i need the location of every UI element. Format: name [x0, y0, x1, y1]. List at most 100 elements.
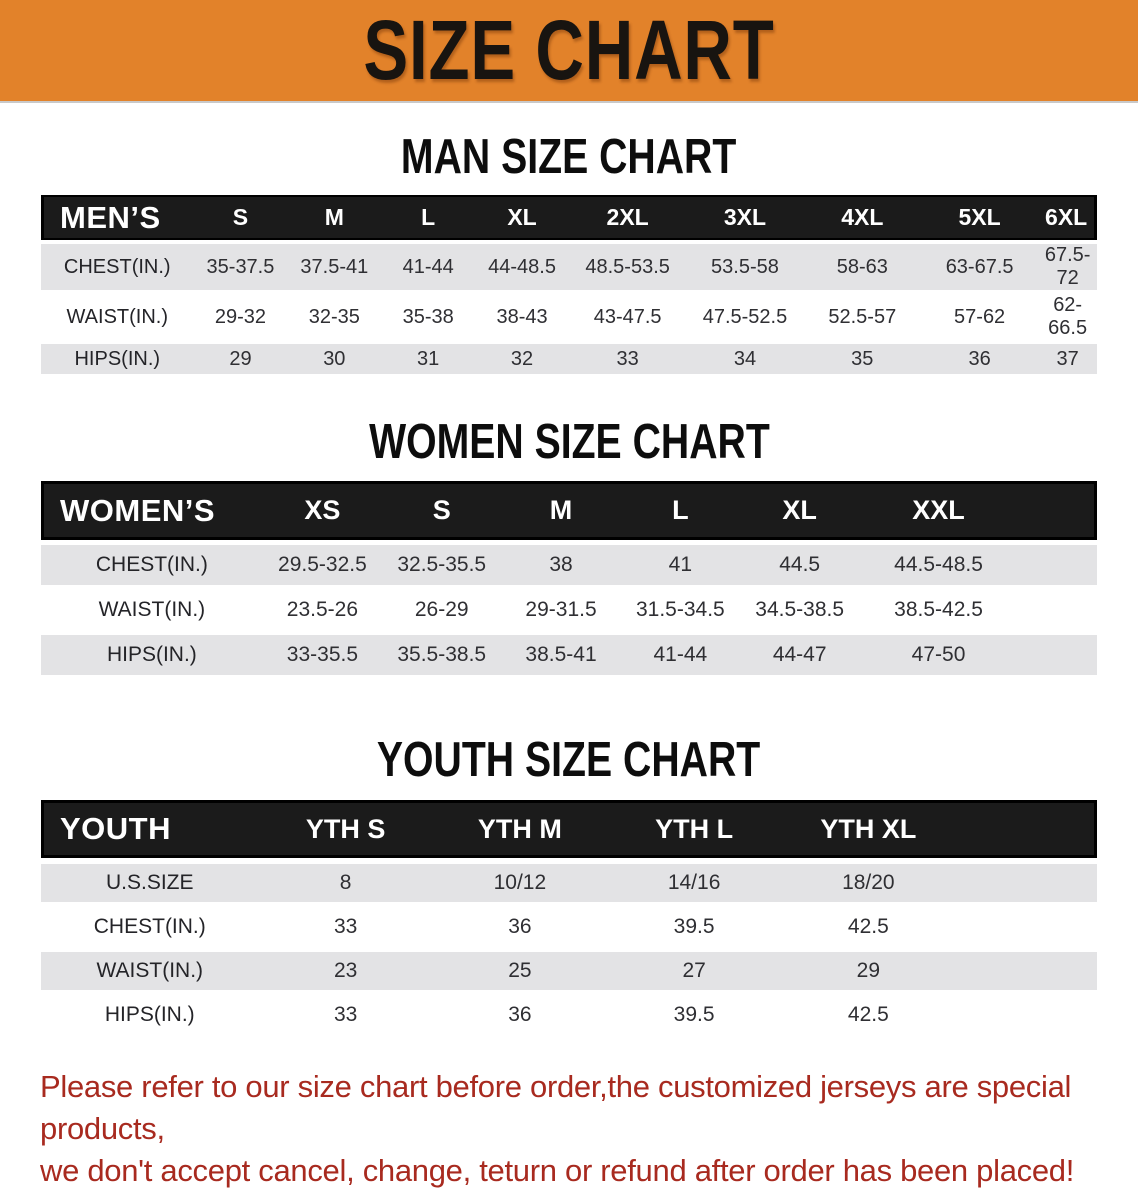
youth-size-value-cell: 36	[508, 1003, 532, 1026]
women-header-spacer	[1017, 481, 1097, 540]
youth-measure-row: CHEST(IN.) 33 36 39.5 42.5	[41, 908, 1097, 946]
youth-measure-row-label: U.S.SIZE	[41, 864, 259, 902]
men-group-label: MEN’S	[41, 195, 194, 240]
men-size-value-cell: 67.5-72	[1038, 244, 1097, 290]
youth-size-column-header: YTH M	[432, 800, 607, 858]
women-size-table: WOMEN’S XS S M L XL XXL CHEST(IN.) 29.5-32.5 32.5…	[41, 476, 1097, 680]
men-size-value-cell: 33	[568, 344, 687, 374]
youth-size-value-cell: 42.5	[847, 1003, 889, 1026]
youth-size-value-cell: 42.5	[847, 915, 889, 938]
youth-size-value-cell: 33	[333, 1003, 358, 1026]
women-size-column-header: M	[501, 481, 621, 540]
women-measure-row: WAIST(IN.) 23.5-26 26-29 29-31.5 31.5-34.5 34…	[41, 590, 1097, 630]
women-size-column-header: XL	[740, 481, 860, 540]
men-measure-row-label: CHEST(IN.)	[41, 244, 194, 290]
men-size-value-cell: 37	[1038, 344, 1097, 374]
women-size-value-cell: 34.5-38.5	[755, 598, 845, 621]
youth-size-column-header: YTH S	[258, 800, 433, 858]
youth-size-value-cell: 33	[333, 915, 358, 938]
women-size-value-cell: 29.5-32.5	[262, 545, 383, 585]
men-size-column-header: M	[287, 195, 382, 240]
women-size-value-cell: 38.5-41	[501, 635, 621, 675]
women-size-column-header: XXL	[859, 481, 1018, 540]
women-size-value-cell: 44-47	[740, 635, 860, 675]
women-size-value-cell: 38.5-42.5	[894, 598, 983, 621]
men-size-value-cell: 32-35	[308, 305, 360, 328]
youth-row-spacer	[955, 864, 1097, 902]
youth-header-spacer	[955, 800, 1097, 858]
men-size-column-header: L	[381, 195, 476, 240]
man-size-chart-heading-text: MAN SIZE CHART	[401, 130, 737, 184]
youth-size-chart-heading-text: YOUTH SIZE CHART	[377, 733, 761, 787]
men-size-value-cell: 43-47.5	[593, 305, 662, 328]
youth-row-spacer	[955, 952, 1097, 990]
men-size-value-cell: 37.5-41	[287, 244, 382, 290]
order-notice-line-1: Please refer to our size chart before or…	[40, 1069, 1072, 1146]
youth-table-header-row: YOUTH YTH S YTH M YTH L YTH XL	[41, 800, 1097, 858]
men-size-table: MEN’S S M L XL 2XL 3XL 4XL 5XL 6XL CHEST(IN.) 35-37…	[41, 191, 1097, 378]
men-size-value-cell: 35	[803, 344, 921, 374]
men-size-column-header: 3XL	[686, 195, 804, 240]
men-size-column-header: 4XL	[803, 195, 921, 240]
men-measure-row: CHEST(IN.) 35-37.5 37.5-41 41-44 44-48.5 48.5…	[41, 244, 1097, 290]
men-size-value-cell: 35-37.5	[193, 244, 288, 290]
women-size-value-cell: 33-35.5	[262, 635, 383, 675]
youth-row-spacer	[955, 908, 1097, 946]
youth-size-value-cell: 18/20	[781, 864, 956, 902]
youth-size-column-header: YTH XL	[781, 800, 956, 858]
women-measure-row-label: HIPS(IN.)	[41, 635, 263, 675]
men-table-header-row: MEN’S S M L XL 2XL 3XL 4XL 5XL 6XL	[41, 195, 1097, 240]
youth-group-label: YOUTH	[41, 800, 259, 858]
banner-title: SIZE CHART	[312, 2, 826, 99]
youth-row-spacer	[955, 996, 1097, 1034]
men-size-value-cell: 44-48.5	[475, 244, 569, 290]
man-size-chart-heading: MAN SIZE CHART	[0, 129, 1138, 185]
youth-measure-row: WAIST(IN.) 23 25 27 29	[41, 952, 1097, 990]
women-size-chart-heading: WOMEN SIZE CHART	[0, 414, 1138, 470]
men-size-value-cell: 57-62	[954, 305, 1006, 328]
men-size-column-header: 6XL	[1038, 195, 1097, 240]
men-measure-row: WAIST(IN.) 29-32 32-35 35-38 38-43 43-47.5 47.…	[41, 294, 1097, 340]
women-measure-row-label: CHEST(IN.)	[41, 545, 263, 585]
men-size-section: MAN SIZE CHART MEN’S S M L XL 2XL 3XL 4XL 5XL 6XL…	[0, 129, 1138, 378]
women-row-spacer	[1017, 545, 1097, 585]
women-size-value-cell: 32.5-35.5	[382, 545, 502, 585]
youth-size-chart-heading: YOUTH SIZE CHART	[0, 732, 1138, 788]
men-size-value-cell: 62-66.5	[1048, 294, 1088, 339]
men-size-value-cell: 29	[193, 344, 288, 374]
youth-size-value-cell: 27	[607, 952, 782, 990]
men-size-value-cell: 32	[475, 344, 569, 374]
women-row-spacer	[1017, 635, 1097, 675]
women-size-value-cell: 47-50	[859, 635, 1018, 675]
youth-size-value-cell: 25	[432, 952, 607, 990]
men-size-value-cell: 48.5-53.5	[568, 244, 687, 290]
youth-size-value-cell: 14/16	[607, 864, 782, 902]
men-size-value-cell: 58-63	[803, 244, 921, 290]
size-chart-banner: SIZE CHART	[0, 0, 1138, 103]
men-size-value-cell: 53.5-58	[686, 244, 804, 290]
youth-size-value-cell: 39.5	[673, 915, 715, 938]
youth-measure-row-label: WAIST(IN.)	[41, 952, 259, 990]
order-notice-line-2: we don't accept cancel, change, teturn o…	[40, 1153, 1075, 1188]
women-size-chart-heading-text: WOMEN SIZE CHART	[368, 415, 770, 469]
women-size-value-cell: 44.5-48.5	[859, 545, 1018, 585]
women-size-value-cell: 41-44	[620, 635, 741, 675]
men-size-value-cell: 34	[686, 344, 804, 374]
men-size-value-cell: 52.5-57	[828, 305, 897, 328]
men-size-value-cell: 35-38	[402, 305, 454, 328]
men-size-value-cell: 41-44	[381, 244, 476, 290]
women-row-spacer	[1018, 590, 1097, 630]
women-size-column-header: XS	[262, 481, 383, 540]
men-size-value-cell: 31	[381, 344, 476, 374]
youth-measure-row: HIPS(IN.) 33 36 39.5 42.5	[41, 996, 1097, 1034]
men-size-value-cell: 30	[287, 344, 382, 374]
order-notice: Please refer to our size chart before or…	[40, 1066, 1118, 1192]
youth-size-value-cell: 10/12	[432, 864, 607, 902]
women-size-value-cell: 23.5-26	[286, 598, 359, 621]
men-size-column-header: 2XL	[568, 195, 687, 240]
men-measure-row-label: HIPS(IN.)	[41, 344, 194, 374]
youth-size-value-cell: 29	[781, 952, 956, 990]
women-group-label: WOMEN’S	[41, 481, 263, 540]
women-table-header-row: WOMEN’S XS S M L XL XXL	[41, 481, 1097, 540]
youth-size-value-cell: 8	[258, 864, 433, 902]
